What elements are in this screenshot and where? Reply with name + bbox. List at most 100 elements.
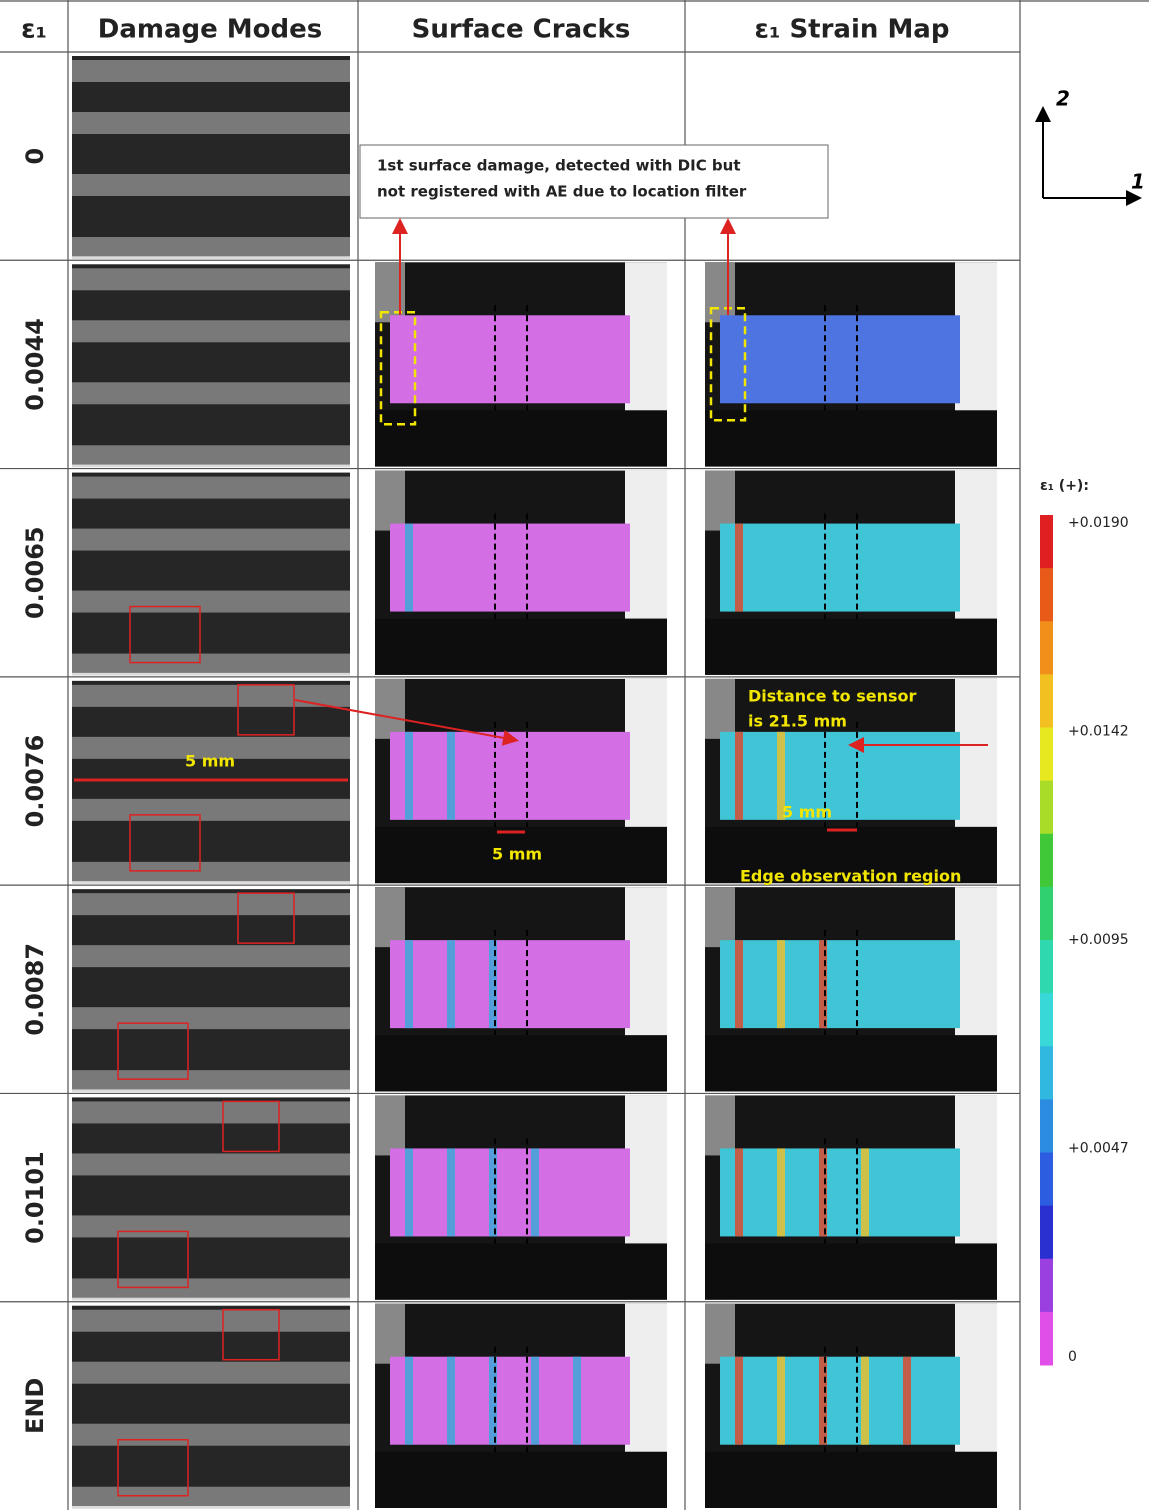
strain-band (405, 1357, 413, 1445)
fixture (705, 410, 997, 466)
damage-image (72, 56, 350, 256)
row-label: 0.0087 (21, 943, 49, 1036)
fixture (705, 1035, 997, 1091)
figure: ε₁ Damage Modes Surface Cracks ε₁ Strain… (0, 0, 1149, 1510)
fiber-band (72, 1153, 350, 1175)
colorbar-segment (1040, 621, 1053, 675)
fiber-band (72, 268, 350, 290)
colorbar-segment (1040, 1153, 1053, 1207)
header-cell: Damage Modes (98, 15, 323, 45)
header-cell: Surface Cracks (412, 15, 631, 45)
annotation: is 21.5 mm (748, 712, 847, 731)
scale-label: 5 mm (492, 845, 542, 864)
colorbar-segment (1040, 887, 1053, 941)
colorbar-segment (1040, 1099, 1053, 1153)
specimen (720, 940, 960, 1028)
fiber-band (72, 1362, 350, 1384)
strain-band (861, 1357, 869, 1445)
specimen (720, 524, 960, 612)
colorbar-segment (1040, 940, 1053, 994)
axis-label: 2 (1056, 87, 1070, 111)
fixture (375, 1035, 667, 1091)
fixture (375, 619, 667, 675)
background (955, 679, 997, 829)
scale-label: 5 mm (782, 803, 832, 822)
strain-band (573, 1357, 581, 1445)
row-label: 0.0044 (21, 318, 49, 411)
fiber-band (72, 799, 350, 821)
strain-band (447, 940, 455, 1028)
damage-image (72, 889, 350, 1089)
colorbar-segment (1040, 781, 1053, 835)
row-label: 0.0076 (21, 735, 49, 828)
background (625, 679, 667, 829)
fiber-band (72, 382, 350, 404)
fixture (375, 1452, 667, 1508)
strain-band (405, 940, 413, 1028)
colorbar-segment (1040, 834, 1053, 888)
annotation: not registered with AE due to location f… (377, 183, 747, 201)
colorbar-label: +0.0190 (1068, 515, 1129, 531)
specimen (390, 732, 630, 820)
background (705, 1095, 735, 1155)
fiber-band (72, 112, 350, 134)
fiber-band (72, 529, 350, 551)
fiber-band (72, 1278, 350, 1300)
annotation: 1st surface damage, detected with DIC bu… (377, 157, 741, 175)
strain-band (531, 1148, 539, 1236)
strain-band (735, 1357, 743, 1445)
colorbar-segment (1040, 1259, 1053, 1313)
background (955, 262, 997, 412)
colorbar-title: ε₁ (+): (1040, 478, 1089, 494)
colorbar-segment (1040, 1046, 1053, 1100)
colorbar-label: +0.0142 (1068, 724, 1129, 740)
strain-band (861, 1148, 869, 1236)
strain-band (735, 524, 743, 612)
header-cell: ε₁ Strain Map (755, 15, 950, 45)
strain-band (777, 1148, 785, 1236)
colorbar-label: +0.0047 (1068, 1141, 1129, 1157)
background (955, 1095, 997, 1245)
colorbar-segment (1040, 568, 1053, 622)
specimen (720, 1357, 960, 1445)
specimen (390, 1357, 630, 1445)
fiber-band (72, 445, 350, 467)
strain-band (735, 1148, 743, 1236)
specimen (390, 524, 630, 612)
specimen (390, 315, 630, 403)
damage-image (72, 1306, 350, 1506)
background (705, 679, 735, 739)
strain-band (405, 732, 413, 820)
fiber-band (72, 1070, 350, 1092)
fiber-band (72, 1424, 350, 1446)
background (955, 887, 997, 1037)
background (375, 1095, 405, 1155)
colorbar-segment (1040, 1206, 1053, 1260)
colorbar-segment (1040, 515, 1053, 569)
row-label: 0 (21, 148, 49, 165)
strain-band (405, 1148, 413, 1236)
fiber-band (72, 654, 350, 676)
fiber-band (72, 60, 350, 82)
fiber-band (72, 174, 350, 196)
fiber-band (72, 591, 350, 613)
damage-image (72, 264, 350, 464)
fiber-band (72, 237, 350, 259)
background (375, 1304, 405, 1364)
damage-image (72, 1097, 350, 1297)
background (375, 887, 405, 947)
fiber-band (72, 685, 350, 707)
axis-label: 1 (1131, 170, 1145, 194)
strain-band (447, 1357, 455, 1445)
fixture (375, 410, 667, 466)
fiber-band (72, 1101, 350, 1123)
row-label: 0.0065 (21, 526, 49, 619)
colorbar-segment (1040, 993, 1053, 1047)
specimen (390, 940, 630, 1028)
strain-band (531, 1357, 539, 1445)
fiber-band (72, 1007, 350, 1029)
row-label: 0.0101 (21, 1151, 49, 1244)
strain-band (777, 1357, 785, 1445)
strain-band (777, 940, 785, 1028)
damage-image (72, 473, 350, 673)
